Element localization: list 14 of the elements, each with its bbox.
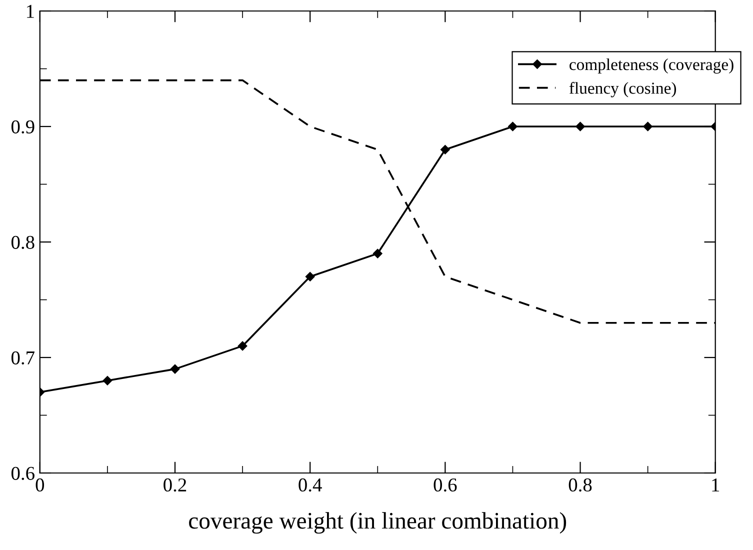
y-tick-label: 0.6: [11, 466, 34, 480]
x-tick-label: 0.2: [164, 478, 186, 492]
y-tick-label: 0.9: [11, 120, 34, 134]
x-tick-label: 0.4: [298, 478, 322, 492]
x-tick-label: 0.6: [434, 478, 457, 492]
x-tick-label: 0.8: [568, 478, 592, 492]
y-tick-label: 0.7: [11, 351, 34, 365]
x-tick-label: 0: [36, 478, 44, 492]
legend-label: fluency (cosine): [569, 82, 676, 98]
y-tick-label: 1: [27, 4, 34, 18]
x-tick-label: 1: [712, 478, 720, 492]
y-tick-label: 0.8: [11, 236, 34, 250]
legend-label: completeness (coverage): [570, 58, 734, 74]
x-axis-title: coverage weight (in linear combination): [189, 512, 566, 534]
